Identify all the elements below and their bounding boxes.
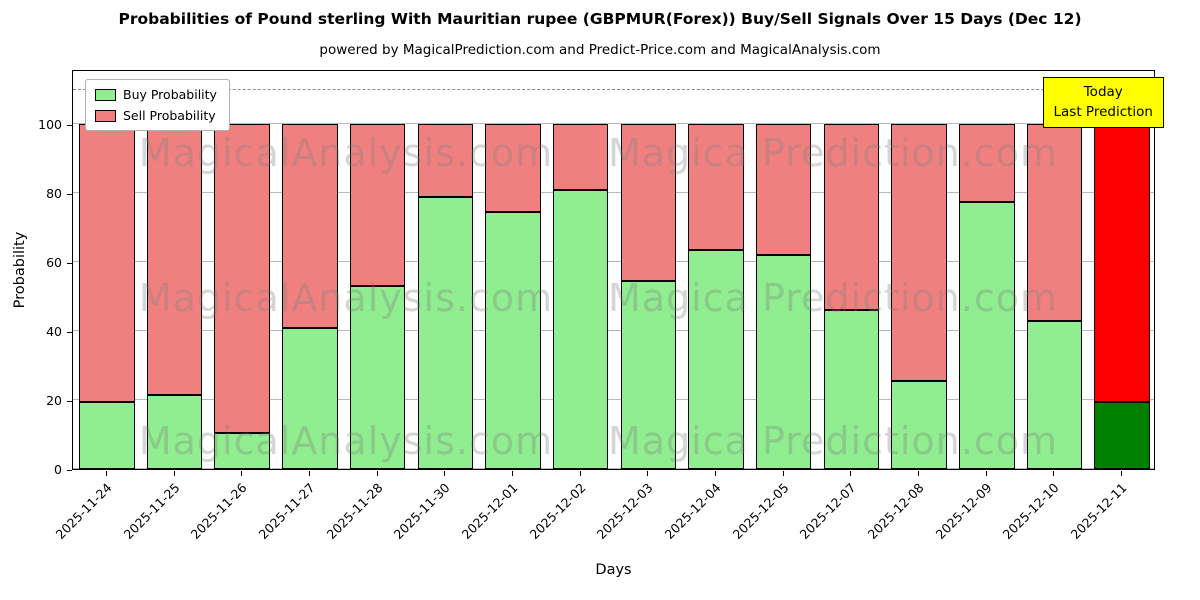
legend-row-sell: Sell Probability — [95, 108, 217, 123]
bar-segment-buy — [891, 381, 947, 469]
bar-segment-sell — [417, 124, 474, 197]
x-tick-mark — [241, 471, 243, 476]
x-tick-mark — [579, 471, 581, 476]
bar-segment-buy — [1026, 320, 1083, 469]
y-tick-label: 80 — [46, 186, 62, 202]
x-tick-mark — [918, 471, 920, 476]
bar-segment-buy — [146, 394, 203, 469]
x-tick-mark — [647, 471, 649, 476]
sell-legend-label: Sell Probability — [123, 108, 216, 123]
bar-segment-sell — [688, 124, 744, 251]
legend-row-buy: Buy Probability — [95, 87, 217, 102]
bar-segment-sell — [485, 124, 541, 213]
gridline — [73, 192, 1154, 194]
y-tick-mark — [67, 470, 72, 471]
today-annotation-line2: Last Prediction — [1053, 103, 1153, 120]
bar-segment-buy — [620, 281, 677, 469]
buy-legend-swatch — [95, 88, 116, 101]
bar-segment-sell — [79, 124, 135, 402]
bar-segment-sell — [1026, 124, 1083, 321]
x-tick-mark — [850, 471, 852, 476]
y-tick-mark — [67, 401, 72, 403]
bar-segment-sell — [552, 124, 609, 190]
bar-segment-sell — [282, 124, 338, 328]
y-tick-label: 20 — [46, 393, 62, 409]
x-axis-label: Days — [595, 562, 632, 578]
bar-segment-sell — [823, 124, 880, 311]
x-tick-mark — [511, 471, 513, 476]
x-tick-mark — [985, 471, 987, 476]
bar-segment-buy — [282, 327, 338, 469]
bar-segment-buy — [959, 201, 1015, 469]
y-tick-label: 60 — [46, 255, 62, 271]
bar-segment-buy — [79, 401, 135, 469]
today-annotation: Today Last Prediction — [1042, 77, 1164, 129]
today-annotation-line1: Today — [1083, 84, 1123, 100]
bar-segment-buy — [552, 189, 609, 469]
gridline — [73, 399, 1154, 401]
bar-segment-sell — [214, 124, 270, 433]
buy-legend-label: Buy Probability — [123, 87, 217, 102]
bar-segment-buy — [823, 310, 880, 469]
y-tick-mark — [67, 194, 72, 196]
x-tick-mark — [173, 471, 175, 476]
y-tick-label: 100 — [38, 117, 62, 133]
legend: Buy Probability Sell Probability — [85, 79, 230, 131]
gridline — [73, 123, 1154, 125]
bar-segment-buy — [755, 255, 812, 469]
chart-title: Probabilities of Pound sterling With Mau… — [118, 10, 1082, 28]
bar-segment-sell — [620, 124, 677, 282]
x-tick-mark — [782, 471, 784, 476]
y-tick-mark — [67, 332, 72, 334]
bar-segment-buy — [688, 250, 744, 469]
x-tick-mark — [1121, 471, 1123, 476]
bar-segment-sell — [349, 124, 406, 287]
x-tick-mark — [308, 471, 310, 476]
bar-segment-buy — [485, 212, 541, 469]
y-tick-mark — [67, 125, 72, 127]
bar-segment-buy — [214, 432, 270, 469]
x-tick-mark — [444, 471, 446, 476]
y-tick-label: 40 — [46, 324, 62, 340]
plot-area: MagicalAnalysis.com Magica Prediction.com… — [72, 70, 1164, 470]
x-tick-mark — [105, 471, 107, 476]
y-axis-label: Probability — [12, 231, 28, 309]
bar-segment-sell — [891, 124, 947, 382]
y-tick-mark — [67, 263, 72, 265]
bar-segment-buy — [349, 286, 406, 469]
bar-segment-sell — [146, 124, 203, 395]
x-tick-mark — [376, 471, 378, 476]
bar-segment-sell — [959, 124, 1015, 202]
bar-segment-buy — [1094, 401, 1150, 469]
sell-legend-swatch — [95, 109, 116, 122]
bar-segment-sell — [755, 124, 812, 256]
y-tick-label: 0 — [54, 462, 62, 477]
x-tick-mark — [715, 471, 717, 476]
bar-segment-buy — [417, 196, 474, 469]
x-tick-mark — [1053, 471, 1055, 476]
dashed-threshold-line — [73, 88, 1154, 90]
bar-segment-sell — [1094, 124, 1150, 402]
chart-subtitle: powered by MagicalPrediction.com and Pre… — [319, 42, 881, 58]
gridline — [73, 468, 1154, 469]
gridline — [73, 330, 1154, 332]
gridline — [73, 261, 1154, 263]
